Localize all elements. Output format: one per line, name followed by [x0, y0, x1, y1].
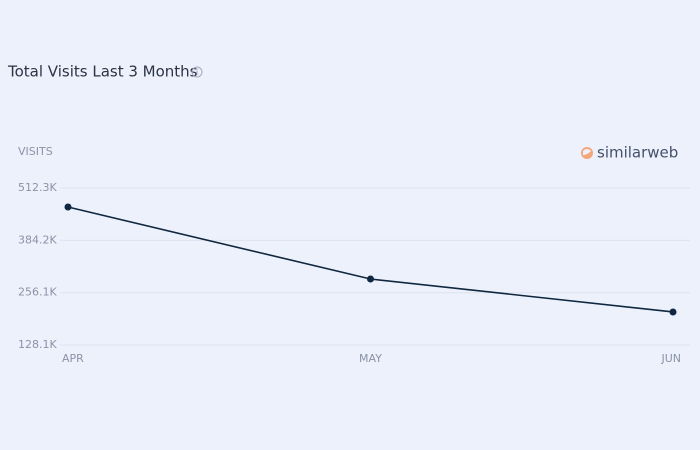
y-axis-label: VISITS: [18, 145, 53, 158]
brand-name: similarweb: [597, 144, 678, 162]
x-tick-label: JUN: [660, 352, 681, 365]
line: [67, 206, 674, 313]
point: [367, 275, 374, 283]
point: [669, 308, 677, 316]
x-tick-label: MAY: [359, 352, 382, 365]
y-tick-label: 128.1K: [18, 338, 57, 351]
y-tick-label: 384.2K: [18, 233, 57, 246]
x-tick-label: APR: [62, 352, 84, 365]
info-icon[interactable]: [191, 66, 203, 78]
brand-logo: [581, 147, 593, 159]
y-tick-label: 512.3K: [18, 181, 57, 194]
y-tick-label: 256.1K: [18, 286, 57, 299]
chart-title: Total Visits Last 3 Months: [7, 63, 198, 81]
point: [64, 203, 72, 211]
